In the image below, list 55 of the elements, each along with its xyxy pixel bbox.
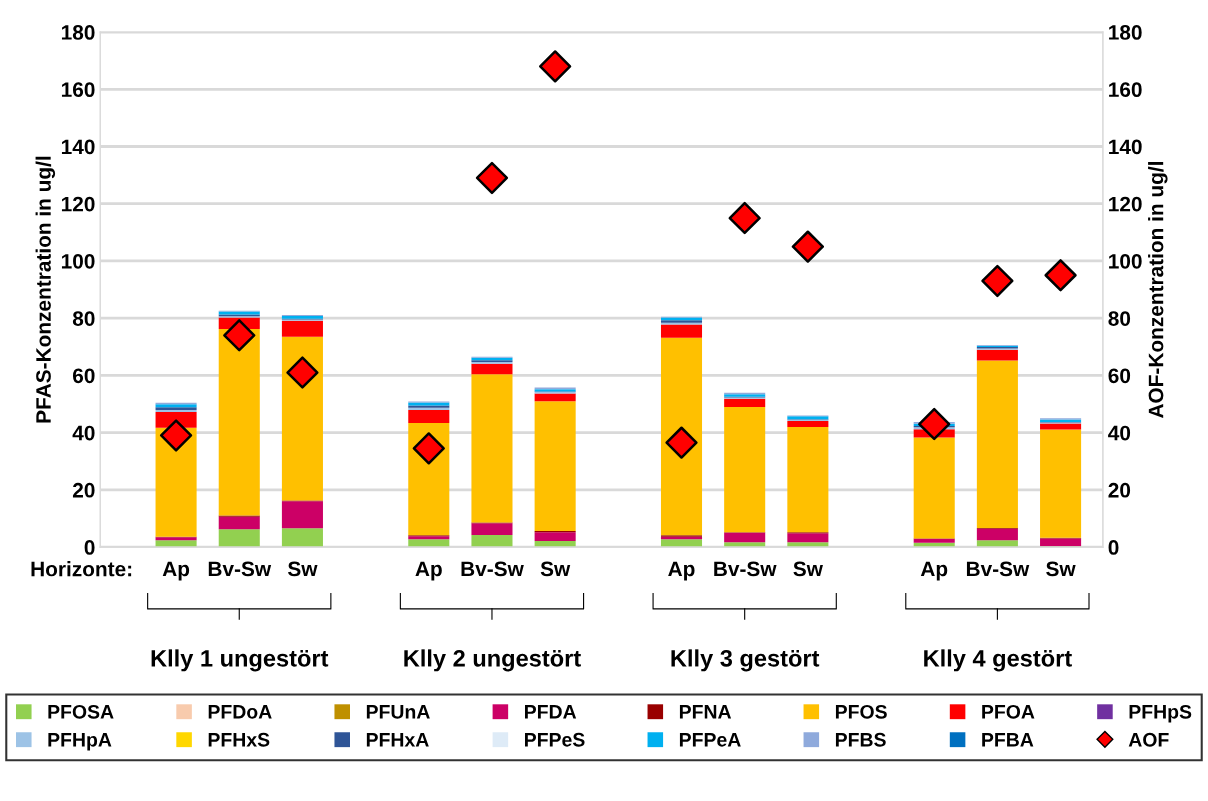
y2-tick-label: 140 [1109, 139, 1142, 155]
y-tick-label: 80 [72, 311, 95, 326]
legend-label: PFHpS [1129, 704, 1192, 723]
y-tick-label: 180 [61, 25, 95, 40]
y2-tick-label: 20 [1108, 482, 1131, 498]
text: Klly 4 gestört [924, 649, 1072, 672]
y-tick-label: 40 [72, 425, 95, 441]
legend-label: PFHxA [366, 733, 429, 747]
y-axis-title: PFAS-Konzentration in ug/l [35, 156, 56, 423]
x-tick-label: Sw [540, 561, 571, 577]
legend-label: PFNA [679, 705, 732, 719]
y2-tick-label: 180 [1109, 25, 1142, 40]
y2-tick-label: 0 [1108, 540, 1119, 555]
legend-label: PFHpA [48, 733, 112, 751]
legend-label: PFDA [525, 705, 577, 719]
x-tick-label: Bv-Sw [714, 561, 777, 577]
legend-label: AOF [1128, 732, 1169, 747]
text: Klly 1 ungestört [151, 649, 329, 672]
y-tick-label: 160 [61, 82, 95, 98]
y-tick-label: 60 [72, 368, 95, 384]
x-tick-label: Ap [920, 561, 948, 581]
text: Klly 2 ungestört [404, 649, 581, 672]
y2-tick-label: 40 [1108, 425, 1131, 441]
legend-label: PFBS [835, 732, 886, 747]
x-tick-label: Sw [1046, 561, 1076, 577]
y2-axis-title: AOF-Konzentration in ug/l [1148, 161, 1168, 419]
y-tick-label: 0 [84, 540, 95, 555]
y2-tick-label: 160 [1109, 82, 1142, 98]
y2-tick-label: 120 [1109, 196, 1142, 212]
y-tick-label: 120 [61, 196, 95, 212]
y2-tick-label: 60 [1108, 368, 1131, 384]
y-tick-label: 140 [61, 139, 95, 155]
y-tick-label: 20 [72, 482, 95, 498]
x-tick-label: Bv-Sw [208, 561, 272, 577]
legend-label: PFDoA [208, 705, 272, 719]
y-tick-label: 100 [61, 253, 95, 269]
legend-label: PFHxS [208, 732, 270, 747]
legend-label: PFOS [835, 704, 887, 719]
x-tick-label: Ap [162, 561, 190, 581]
x-tick-label: Sw [793, 561, 823, 577]
y2-tick-label: 80 [1108, 311, 1131, 326]
legend-label: PFBA [982, 733, 1034, 747]
x-tick-label: Ap [668, 561, 695, 581]
legend-label: PFPeA [679, 733, 741, 747]
x-tick-label: Ap [415, 561, 442, 581]
text: Klly 3 gestört [671, 649, 820, 672]
y2-tick-label: 100 [1109, 253, 1142, 269]
x-tick-label: Bv-Sw [461, 561, 524, 577]
legend-label: PFUnA [366, 705, 430, 719]
legend-label: PFPeS [525, 732, 585, 747]
text: Horizonte: [31, 561, 132, 577]
legend-label: PFOA [982, 704, 1035, 719]
x-tick-label: Bv-Sw [966, 561, 1030, 577]
x-tick-label: Sw [287, 561, 318, 577]
legend-label: PFOSA [48, 704, 114, 719]
